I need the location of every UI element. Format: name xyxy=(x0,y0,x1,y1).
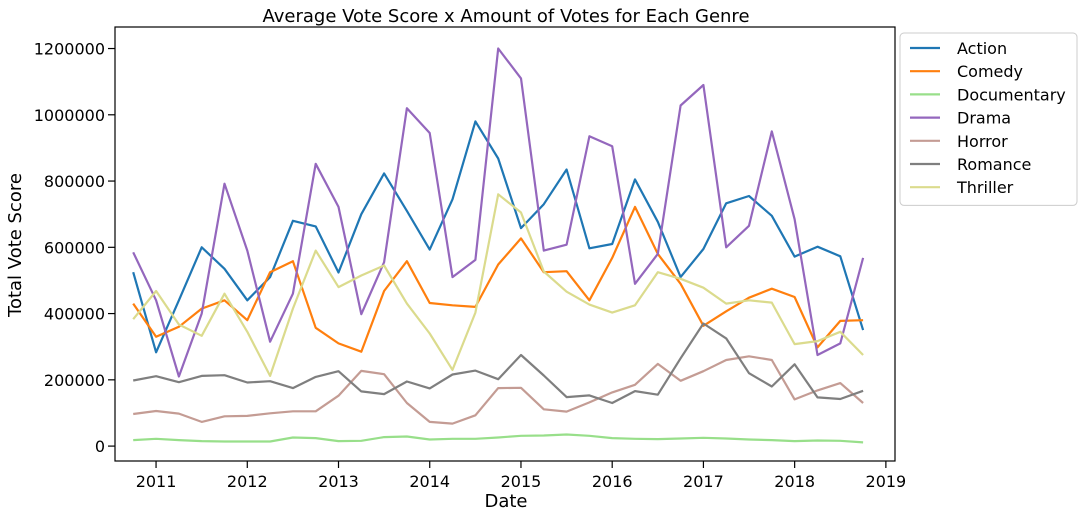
y-tick-label: 0 xyxy=(95,437,105,456)
chart-title: Average Vote Score x Amount of Votes for… xyxy=(262,6,749,27)
legend-label-horror: Horror xyxy=(957,132,1008,151)
x-tick-label: 2017 xyxy=(683,472,724,491)
legend-label-drama: Drama xyxy=(957,109,1011,128)
legend-label-thriller: Thriller xyxy=(956,178,1014,197)
series-layer xyxy=(132,47,865,444)
y-tick-label: 200000 xyxy=(44,371,105,390)
series-line-horror xyxy=(133,355,864,425)
series-line-comedy xyxy=(132,205,864,353)
legend: Action Comedy Documentary Drama Horror Romanc… xyxy=(899,32,1078,206)
x-axis-title: Date xyxy=(484,491,527,512)
y-axis-title: Total Vote Score xyxy=(5,173,26,318)
legend-label-comedy: Comedy xyxy=(957,62,1023,81)
legend-label-romance: Romance xyxy=(957,155,1031,174)
x-axis: 2011 2012 2013 2014 2015 2016 2017 2018 2019 xyxy=(136,461,907,491)
y-tick-label: 600000 xyxy=(44,238,105,257)
x-tick-label: 2013 xyxy=(318,472,359,491)
legend-label-documentary: Documentary xyxy=(957,85,1066,104)
plot-frame xyxy=(114,26,896,462)
y-tick-label: 1200000 xyxy=(34,40,105,59)
series-line-documentary xyxy=(133,433,864,444)
series-line-romance xyxy=(132,322,864,405)
plot-area xyxy=(114,26,896,462)
x-tick-label: 2011 xyxy=(136,472,177,491)
y-tick-label: 400000 xyxy=(44,305,105,324)
x-tick-label: 2012 xyxy=(227,472,268,491)
legend-box xyxy=(899,32,1078,206)
legend-label-action: Action xyxy=(957,39,1007,58)
x-tick-label: 2019 xyxy=(866,472,907,491)
series-line-action xyxy=(132,120,865,354)
x-tick-label: 2016 xyxy=(592,472,633,491)
x-tick-label: 2015 xyxy=(501,472,542,491)
y-axis: 0 200000 400000 600000 800000 1000000 1200000 xyxy=(34,40,115,456)
series-line-thriller xyxy=(132,193,864,377)
y-tick-label: 800000 xyxy=(44,172,105,191)
x-tick-label: 2018 xyxy=(774,472,815,491)
series-line-drama xyxy=(132,47,865,378)
y-tick-label: 1000000 xyxy=(34,106,105,125)
x-tick-label: 2014 xyxy=(409,472,450,491)
